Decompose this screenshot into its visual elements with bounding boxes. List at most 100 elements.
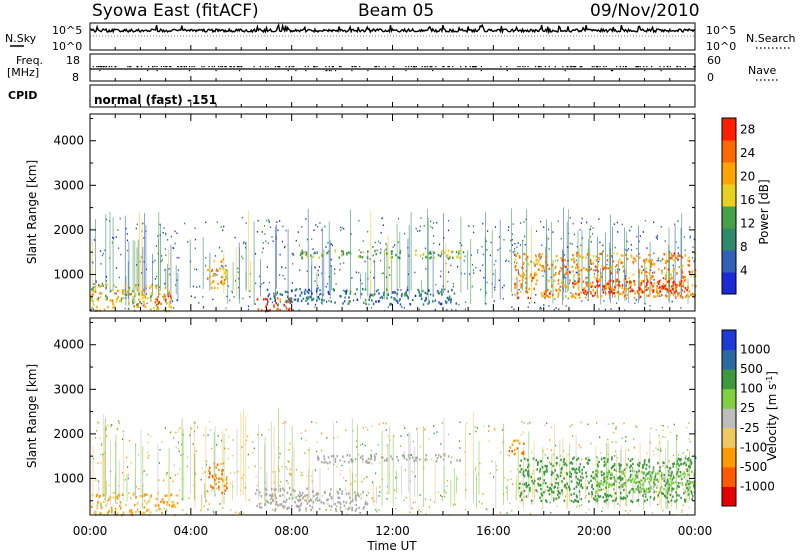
echo-cell (225, 277, 228, 281)
noise-cell (178, 257, 180, 259)
noise-cell (247, 305, 250, 308)
echo-streak (370, 210, 372, 289)
echo-streak (649, 241, 651, 296)
echo-cell (542, 295, 545, 298)
noise-cell (247, 308, 250, 311)
echo-streak (643, 481, 645, 505)
noise-cell (494, 289, 496, 291)
noise-cell (683, 488, 685, 491)
echo-cell (629, 286, 632, 289)
freq-dot (644, 70, 646, 72)
echo-cell (348, 296, 350, 299)
noise-cell (263, 225, 266, 227)
echo-cell (349, 496, 351, 499)
noise-cell (220, 439, 222, 442)
echo-cell (157, 295, 159, 299)
noise-cell (490, 241, 492, 244)
echo-cell (225, 274, 227, 278)
echo-cell (694, 269, 697, 272)
time-axis-label: Time UT (366, 539, 417, 553)
noise-cell (303, 495, 305, 498)
noise-cell (241, 216, 243, 219)
echo-cell (447, 290, 450, 293)
echo-cell (610, 472, 613, 475)
echo-cell (578, 479, 581, 482)
echo-cell (579, 475, 582, 478)
echo-cell (677, 469, 680, 473)
noise-cell (118, 420, 120, 423)
echo-cell (693, 480, 696, 483)
noise-cell (534, 301, 536, 304)
echo-cell (685, 483, 688, 486)
freq-dot (278, 66, 280, 68)
echo-cell (670, 499, 673, 502)
noise-cell (627, 248, 629, 250)
noise-cell (573, 233, 575, 236)
echo-cell (522, 450, 525, 454)
echo-cell (639, 483, 642, 486)
echo-cell (628, 478, 630, 481)
echo-cell (646, 498, 649, 501)
noise-cell (624, 275, 627, 277)
echo-cell (119, 299, 121, 303)
noise-cell (379, 296, 381, 299)
echo-cell (668, 469, 671, 473)
noise-cell (210, 429, 212, 431)
echo-cell (450, 298, 452, 301)
noise-cell (317, 284, 319, 287)
echo-cell (531, 279, 533, 282)
noise-cell (569, 216, 571, 219)
freq-dot (340, 66, 342, 68)
echo-cell (297, 498, 299, 502)
echo-cell (678, 464, 680, 467)
noise-cell (158, 286, 160, 289)
noise-cell (444, 452, 446, 455)
echo-cell (364, 288, 367, 291)
echo-cell (525, 290, 527, 293)
noise-cell (286, 468, 288, 471)
echo-cell (98, 285, 101, 288)
noise-cell (631, 467, 633, 469)
noise-cell (502, 441, 504, 444)
noise-cell (313, 229, 315, 231)
echo-cell (631, 458, 634, 461)
noise-cell (304, 430, 307, 432)
echo-cell (684, 254, 687, 257)
echo-cell (664, 484, 667, 487)
noise-cell (380, 259, 382, 262)
echo-cell (134, 286, 137, 289)
echo-cell (157, 302, 160, 306)
noise-cell (98, 422, 100, 425)
noise-cell (289, 468, 291, 471)
echo-cell (334, 301, 336, 304)
echo-cell (551, 285, 554, 288)
echo-cell (594, 470, 597, 473)
noise-cell (164, 248, 166, 250)
echo-cell (577, 253, 580, 256)
echo-cell (673, 252, 676, 255)
echo-cell (300, 291, 303, 294)
echo-cell (436, 290, 439, 293)
echo-cell (383, 293, 385, 297)
echo-streak (387, 443, 389, 495)
echo-cell (612, 260, 615, 263)
echo-streak (135, 443, 136, 500)
echo-cell (525, 286, 527, 290)
echo-streak (182, 428, 184, 501)
noise-cell (547, 228, 550, 231)
noise-cell (345, 479, 347, 482)
noise-cell (624, 309, 626, 311)
noise-cell (634, 302, 636, 305)
echo-streak (201, 494, 203, 510)
echo-cell (684, 499, 687, 502)
noise-cell (434, 308, 436, 311)
echo-cell (589, 258, 592, 262)
echo-cell (300, 299, 303, 303)
echo-streak (545, 247, 546, 300)
echo-cell (543, 290, 546, 293)
echo-cell (125, 503, 127, 507)
echo-cell (525, 281, 527, 284)
echo-cell (616, 252, 619, 255)
noise-cell (563, 277, 565, 279)
